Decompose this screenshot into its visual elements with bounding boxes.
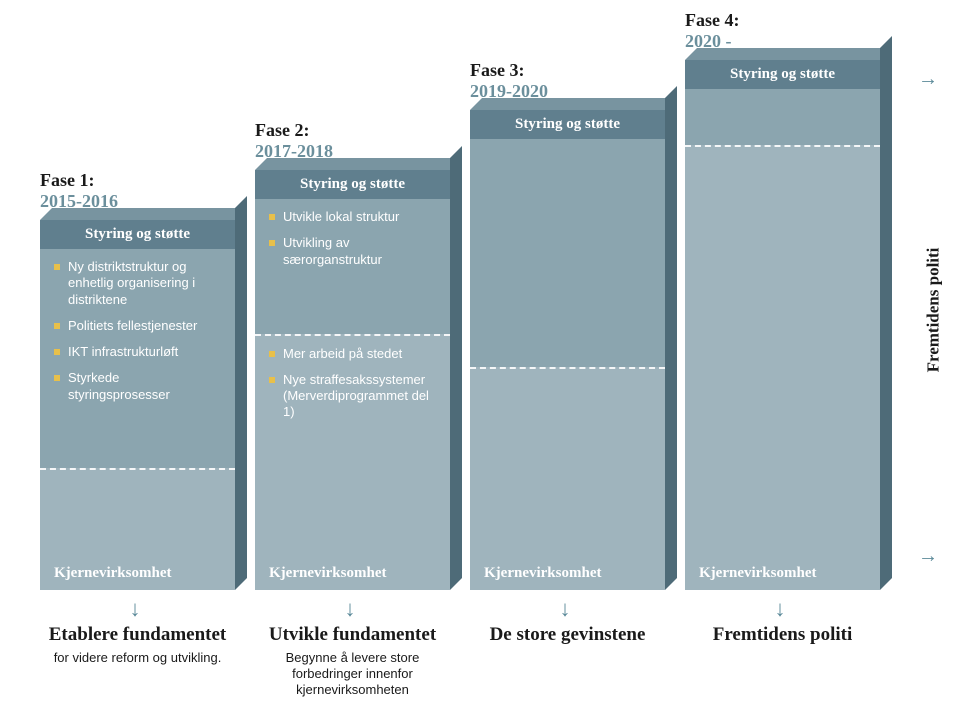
arrow-down-icon: ↓: [560, 596, 571, 622]
bullet-item: Nye straffesakssystemer (Merverdiprogram…: [269, 372, 436, 421]
phase-caption-2: Utvikle fundamentet Begynne å levere stor…: [250, 624, 455, 699]
arrow-right-bottom: →: [918, 545, 938, 568]
phase-label-4: Fase 4:2020 -: [685, 10, 885, 52]
bullet-item: Politiets fellestjenester: [54, 318, 221, 334]
phase-upper-items: Utvikle lokal struktur Utvikling av særor…: [255, 199, 450, 334]
phase-column-4: Styring og støtte Kjernevirksomhet: [685, 60, 880, 590]
phase-number: Fase 2:: [255, 120, 455, 141]
phase-lower-items: [40, 470, 235, 555]
phase-lower-items: [685, 147, 880, 555]
col-3d-side: [665, 86, 677, 590]
col-3d-top: [685, 48, 892, 60]
phase-lower-items: [470, 369, 665, 555]
phase-label-1: Fase 1:2015-2016: [40, 170, 240, 212]
phase-header-band: Styring og støtte: [685, 60, 880, 89]
caption-title: Utvikle fundamentet: [250, 624, 455, 646]
caption-subtitle: Begynne å levere store forbedringer inne…: [250, 650, 455, 699]
col-3d-side: [880, 36, 892, 590]
dashed-divider: [255, 334, 450, 336]
phase-upper-items: [470, 139, 665, 367]
phase-label-3: Fase 3:2019-2020: [470, 60, 670, 102]
phase-label-2: Fase 2:2017-2018: [255, 120, 455, 162]
bullet-item: IKT infrastrukturløft: [54, 344, 221, 360]
phase-column-3: Styring og støtte Kjernevirksomhet: [470, 110, 665, 590]
bullet-item: Mer arbeid på stedet: [269, 346, 436, 362]
phase-caption-1: Etablere fundamentet for videre reform og…: [35, 624, 240, 666]
bullet-item: Utvikling av særorganstruktur: [269, 235, 436, 268]
arrow-down-icon: ↓: [130, 596, 141, 622]
phase-staircase-diagram: Fase 1:2015-2016 Styring og støtte Ny dist…: [40, 20, 910, 590]
bullet-item: Ny distriktstruktur og enhetlig organise…: [54, 259, 221, 308]
side-label-future-police: Fremtidens politi: [924, 248, 944, 373]
dashed-divider: [40, 468, 235, 470]
bullet-item: Utvikle lokal struktur: [269, 209, 436, 225]
bullet-item: Styrkede styringsprosesser: [54, 370, 221, 403]
phase-caption-3: De store gevinstene: [465, 624, 670, 646]
phase-number: Fase 4:: [685, 10, 885, 31]
phase-footer-band: Kjernevirksomhet: [40, 557, 235, 590]
phase-column-1: Styring og støtte Ny distriktstruktur og …: [40, 220, 235, 590]
phase-caption-4: Fremtidens politi: [680, 624, 885, 646]
phase-footer-band: Kjernevirksomhet: [685, 557, 880, 590]
caption-title: Etablere fundamentet: [35, 624, 240, 646]
phase-upper-items: [685, 89, 880, 145]
dashed-divider: [470, 367, 665, 369]
phase-footer-band: Kjernevirksomhet: [470, 557, 665, 590]
phase-header-band: Styring og støtte: [470, 110, 665, 139]
phase-number: Fase 1:: [40, 170, 240, 191]
arrow-right-top: →: [918, 68, 938, 91]
phase-header-band: Styring og støtte: [255, 170, 450, 199]
phase-header-band: Styring og støtte: [40, 220, 235, 249]
caption-title: Fremtidens politi: [680, 624, 885, 646]
phase-footer-band: Kjernevirksomhet: [255, 557, 450, 590]
arrow-down-icon: ↓: [345, 596, 356, 622]
phase-upper-items: Ny distriktstruktur og enhetlig organise…: [40, 249, 235, 468]
caption-subtitle: for videre reform og utvikling.: [35, 650, 240, 666]
col-3d-top: [470, 98, 677, 110]
col-3d-top: [255, 158, 462, 170]
dashed-divider: [685, 145, 880, 147]
phase-number: Fase 3:: [470, 60, 670, 81]
col-3d-top: [40, 208, 247, 220]
arrow-down-icon: ↓: [775, 596, 786, 622]
caption-title: De store gevinstene: [465, 624, 670, 646]
phase-lower-items: Mer arbeid på stedet Nye straffesakssyste…: [255, 336, 450, 555]
phase-column-2: Styring og støtteUtvikle lokal strukturU…: [255, 170, 450, 590]
col-3d-side: [235, 196, 247, 590]
col-3d-side: [450, 146, 462, 590]
